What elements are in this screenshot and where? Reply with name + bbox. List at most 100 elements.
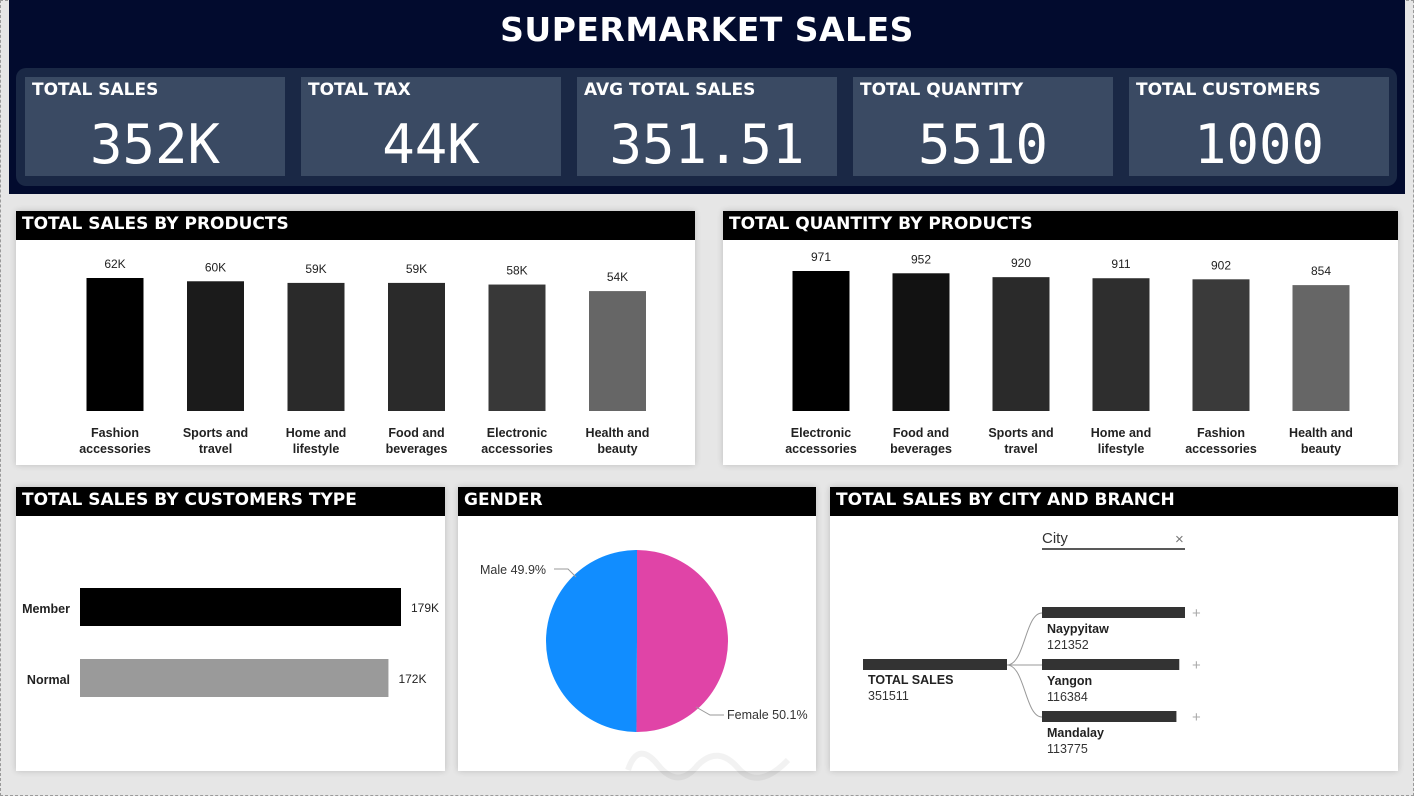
decomposition-tree[interactable]: City × TOTAL SALES 351511 + Naypyitaw 121352 + Y… [830,487,1398,771]
panel-title: GENDER [458,487,816,516]
kpi-card-total-quantity[interactable]: TOTAL QUANTITY 5510 [853,77,1113,176]
bar[interactable] [1092,278,1150,411]
data-label: 60K [205,260,226,274]
pie-slice[interactable] [546,550,637,732]
category-label: lifestyle [293,442,340,456]
kpi-card-total-tax[interactable]: TOTAL TAX 44K [301,77,561,176]
slice-label-female: Female 50.1% [727,708,808,722]
category-label: Home and [1091,426,1151,440]
filter-label: City [1042,530,1068,547]
tree-connector[interactable] [1006,612,1043,666]
data-label: 58K [506,264,527,278]
gender-panel[interactable]: GENDER Male 49.9% Female 50.1% [458,487,816,771]
category-label: Fashion [1197,426,1245,440]
dashboard-title: SUPERMARKET SALES [500,10,914,49]
category-label: beverages [890,442,952,456]
category-label: Food and [388,426,444,440]
category-label: beauty [1301,442,1341,456]
leader-line[interactable] [554,568,577,578]
branch-label: Yangon [1047,674,1092,688]
kpi-value: 44K [382,113,480,176]
leader-line[interactable] [695,706,724,716]
kpi-value: 352K [89,113,221,176]
kpi-value: 5510 [917,113,1049,176]
category-label: Electronic [791,426,851,440]
data-label: 172K [398,672,426,686]
data-label: 854 [1311,264,1331,278]
branch-bar[interactable] [1042,607,1185,618]
category-label: lifestyle [1098,442,1145,456]
category-label: beverages [386,442,448,456]
bar[interactable] [1292,285,1350,411]
bar[interactable] [589,291,646,411]
kpi-card-total-customers[interactable]: TOTAL CUSTOMERS 1000 [1129,77,1389,176]
category-label: Member [22,602,70,616]
bar[interactable] [388,282,445,411]
category-label: Home and [286,426,346,440]
bar[interactable] [187,281,244,411]
root-bar[interactable] [863,659,1007,670]
branch-label: Naypyitaw [1047,622,1109,636]
category-label: Sports and [183,426,248,440]
sales-by-products-chart[interactable]: 62K Fashion accessories 60K Sports and travel… [16,211,695,465]
root-value: 351511 [868,689,909,703]
category-label: accessories [481,442,553,456]
category-label: Electronic [487,426,547,440]
panel-title: TOTAL SALES BY CITY AND BRANCH [830,487,1398,516]
branch-label: Mandalay [1047,726,1104,740]
data-label: 59K [305,262,326,276]
branch-bar[interactable] [1042,711,1177,722]
watermark-logo-graphic [625,750,791,781]
close-icon: × [1175,531,1184,548]
category-label: accessories [1185,442,1257,456]
kpi-value: 1000 [1193,113,1325,176]
sales-by-customer-type-chart[interactable]: Member 179K Normal 172K [16,487,445,771]
sales-by-customer-type-panel[interactable]: TOTAL SALES BY CUSTOMERS TYPE Member 179K… [16,487,445,771]
quantity-by-products-panel[interactable]: TOTAL QUANTITY BY PRODUCTS 971 Electronic… [723,211,1398,465]
bar[interactable] [992,277,1050,411]
dashboard-header: SUPERMARKET SALES TOTAL SALES 352K TOTAL… [9,0,1405,194]
kpi-label: TOTAL TAX [308,80,411,100]
bar[interactable] [892,273,950,411]
bar[interactable] [792,271,850,411]
panel-title: TOTAL QUANTITY BY PRODUCTS [723,211,1398,240]
data-label: 62K [104,257,125,271]
bar[interactable] [1192,279,1250,411]
category-label: Food and [893,426,949,440]
data-label: 54K [607,270,628,284]
data-label: 59K [406,262,427,276]
expand-icon: + [1192,657,1201,674]
kpi-value: 351.51 [609,113,805,176]
category-label: accessories [785,442,857,456]
panel-title: TOTAL SALES BY CUSTOMERS TYPE [16,487,445,516]
kpi-label: TOTAL SALES [32,80,159,100]
kpi-card-total-sales[interactable]: TOTAL SALES 352K [25,77,285,176]
tree-connector[interactable] [1006,664,1043,718]
bar[interactable] [80,659,389,697]
bar[interactable] [86,278,144,411]
pie-slice[interactable] [636,550,729,732]
slice-label-male: Male 49.9% [480,563,546,577]
data-label: 952 [911,252,931,266]
city-branch-panel[interactable]: TOTAL SALES BY CITY AND BRANCH City × TOTA… [830,487,1398,771]
bar[interactable] [287,282,345,411]
bar[interactable] [488,284,546,411]
branch-value: 116384 [1047,690,1088,704]
expand-icon: + [1192,605,1201,622]
data-label: 911 [1111,257,1130,271]
kpi-label: AVG TOTAL SALES [584,80,756,100]
branch-value: 121352 [1047,638,1089,652]
bar[interactable] [80,588,401,626]
branch-bar[interactable] [1042,659,1180,670]
kpi-card-avg-total-sales[interactable]: AVG TOTAL SALES 351.51 [577,77,837,176]
category-label: Fashion [91,426,139,440]
category-label: accessories [79,442,151,456]
category-label: beauty [597,442,637,456]
watermark-logo [618,730,798,790]
category-label: Sports and [988,426,1053,440]
quantity-by-products-chart[interactable]: 971 Electronic accessories 952 Food and bever… [723,211,1398,465]
sales-by-products-panel[interactable]: TOTAL SALES BY PRODUCTS 62K Fashion access… [16,211,695,465]
branch-value: 113775 [1047,742,1088,756]
expand-icon: + [1192,709,1201,726]
gender-pie-chart[interactable]: Male 49.9% Female 50.1% [458,487,816,771]
